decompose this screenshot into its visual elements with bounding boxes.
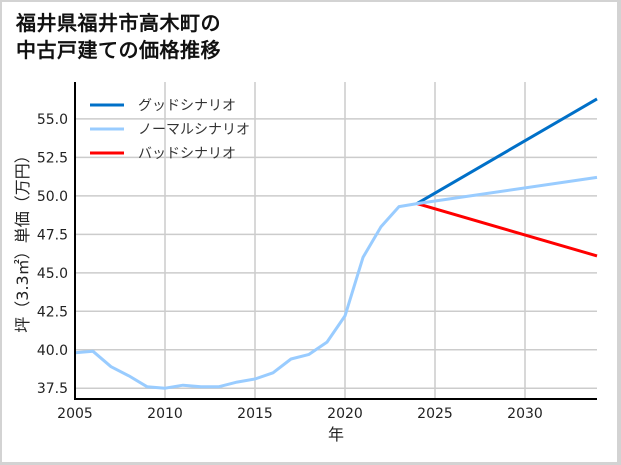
x-tick-labels: 2005 2010 2015 2020 2025 2030 [57, 406, 543, 422]
axes [74, 82, 597, 400]
chart-title-line1: 福井県福井市高木町の [16, 11, 221, 35]
x-axis-label: 年 [328, 425, 344, 444]
x-tick-label: 2015 [237, 406, 273, 422]
y-tick-label: 37.5 [37, 381, 68, 397]
chart-title-line2: 中古戸建ての価格推移 [16, 38, 221, 62]
series-line [416, 97, 598, 205]
series-line [74, 175, 598, 390]
series-lines [74, 97, 598, 390]
y-tick-label: 47.5 [37, 227, 68, 243]
x-tick-label: 2020 [327, 406, 363, 422]
y-tick-label: 52.5 [37, 150, 68, 166]
x-tick-label: 2025 [417, 406, 453, 422]
y-tick-labels: 37.5 40.0 42.5 45.0 47.5 50.0 52.5 55.0 [37, 112, 68, 397]
y-axis-label: 坪（3.3㎡）単価（万円） [13, 147, 32, 332]
legend-label: ノーマルシナリオ [138, 122, 250, 138]
y-tick-label: 50.0 [37, 189, 68, 205]
chart-title: 福井県福井市高木町の 中古戸建ての価格推移 [16, 10, 221, 64]
legend-label: バッドシナリオ [138, 146, 236, 162]
y-tick-label: 55.0 [37, 112, 68, 128]
x-tick-label: 2005 [57, 406, 93, 422]
y-tick-label: 42.5 [37, 304, 68, 320]
grid-lines [74, 82, 597, 399]
y-tick-label: 45.0 [37, 266, 68, 282]
x-tick-label: 2010 [147, 406, 183, 422]
legend-label: グッドシナリオ [138, 98, 236, 114]
x-tick-label: 2030 [507, 406, 543, 422]
series-line [416, 202, 598, 258]
y-tick-label: 40.0 [37, 343, 68, 359]
